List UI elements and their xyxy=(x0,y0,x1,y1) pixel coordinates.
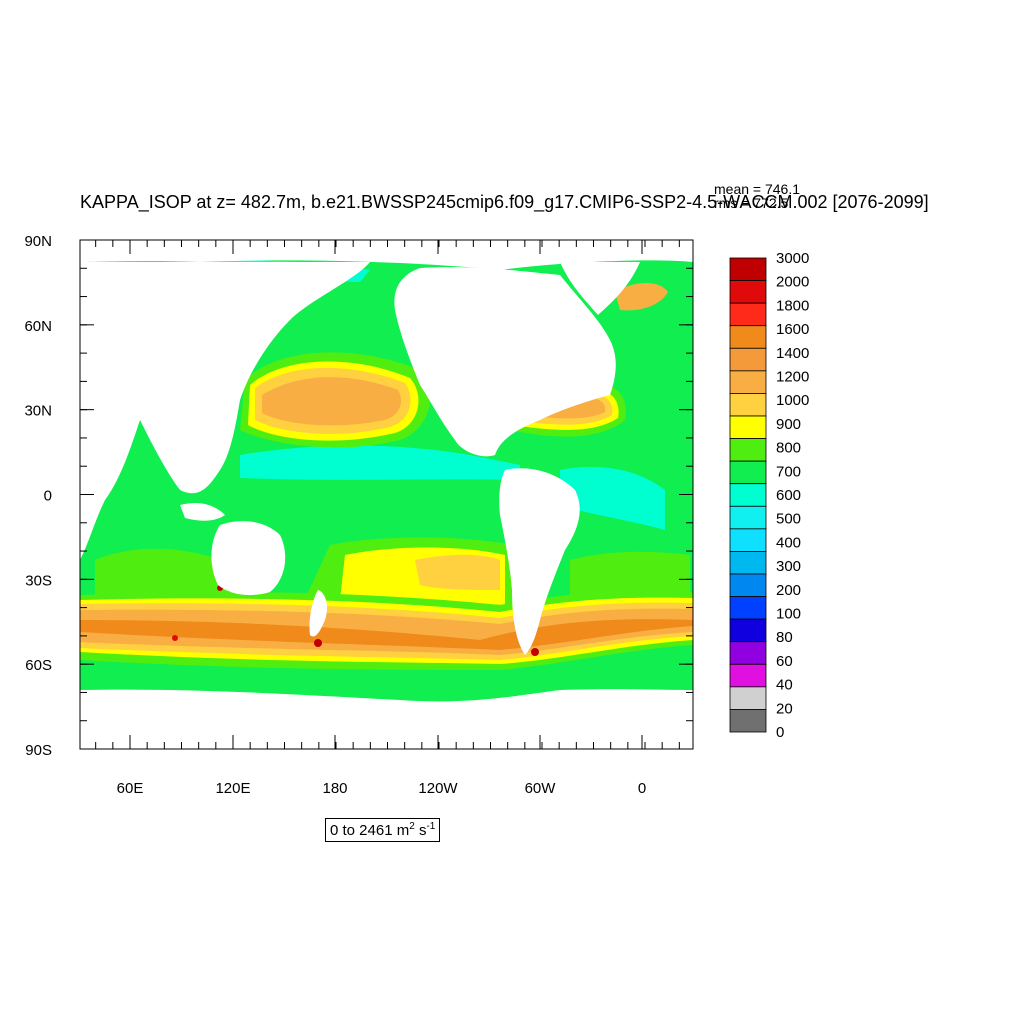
colorbar-label: 3000 xyxy=(776,250,809,267)
colorbar: 3000200018001600140012001000900800700600… xyxy=(729,250,809,741)
colorbar-label: 400 xyxy=(776,534,801,551)
map-field xyxy=(80,240,693,749)
stats-block: mean = 746.1 rms = 772.5 xyxy=(714,182,800,210)
land-new-zealand xyxy=(309,590,328,637)
units-label: 0 to 2461 m2 s-1 xyxy=(325,818,441,842)
colorbar-swatch xyxy=(729,325,767,349)
colorbar-swatch xyxy=(729,573,767,597)
colorbar-label: 0 xyxy=(776,724,784,741)
x-tick-label: 120E xyxy=(215,780,250,797)
colorbar-swatch xyxy=(729,483,767,507)
colorbar-label: 300 xyxy=(776,558,801,575)
colorbar-label: 700 xyxy=(776,463,801,480)
x-tick-label: 120W xyxy=(418,780,458,797)
colorbar-swatch xyxy=(729,460,767,485)
y-tick-label: 90S xyxy=(25,742,52,759)
satl-800 xyxy=(570,551,690,600)
hotspot-tasman xyxy=(314,639,322,647)
colorbar-label: 80 xyxy=(776,629,793,646)
plot-title: KAPPA_ISOP at z= 482.7m, b.e21.BWSSP245c… xyxy=(80,192,929,212)
land-antarctica xyxy=(80,689,693,749)
colorbar-swatch xyxy=(729,393,767,417)
colorbar-label: 600 xyxy=(776,487,801,504)
y-tick-label: 30N xyxy=(24,403,52,420)
spac-1000 xyxy=(415,554,500,590)
sind-800 xyxy=(95,548,230,600)
y-axis: 90N 60N 30N 0 30S 60S 90S xyxy=(24,233,693,759)
land-maritime xyxy=(180,503,225,521)
colorbar-swatch xyxy=(729,663,767,688)
mean-label: mean = 746.1 xyxy=(714,181,801,197)
colorbar-label: 800 xyxy=(776,440,801,457)
hotspot-drake xyxy=(531,648,539,656)
colorbar-label: 1800 xyxy=(776,297,809,314)
x-tick-label: 60W xyxy=(525,780,557,797)
y-tick-label: 0 xyxy=(44,488,52,505)
y-tick-label: 90N xyxy=(24,233,52,250)
colorbar-swatch xyxy=(729,415,767,439)
land-asia xyxy=(80,262,370,560)
so-1400 xyxy=(80,619,693,650)
colorbar-label: 900 xyxy=(776,416,801,433)
colorbar-label: 500 xyxy=(776,511,801,528)
hotspot-indian xyxy=(172,635,178,641)
colorbar-label: 1600 xyxy=(776,321,809,338)
nordic-1200 xyxy=(615,283,668,311)
colorbar-swatch xyxy=(729,257,767,281)
x-tick-label: 180 xyxy=(322,780,347,797)
land-north-america xyxy=(394,267,616,457)
y-tick-label: 60N xyxy=(24,318,52,335)
x-axis: 60E 120E 180 120W 60W 0 xyxy=(95,240,680,797)
colorbar-swatch xyxy=(729,438,767,462)
colorbar-swatch xyxy=(729,302,767,327)
x-tick-label: 0 xyxy=(638,780,646,797)
tropical-pacific-band xyxy=(240,445,520,480)
colorbar-swatch xyxy=(729,505,767,530)
npac-1200 xyxy=(262,377,402,426)
colorbar-swatch xyxy=(729,370,767,394)
colorbar-swatch xyxy=(729,551,767,575)
colorbar-label: 1200 xyxy=(776,369,809,386)
colorbar-label: 1400 xyxy=(776,345,809,362)
colorbar-swatch xyxy=(729,347,767,372)
y-tick-label: 30S xyxy=(25,572,52,589)
land-greenland xyxy=(560,262,640,315)
colorbar-label: 100 xyxy=(776,606,801,623)
colorbar-swatch xyxy=(729,709,767,733)
colorbar-swatch xyxy=(729,528,767,552)
rms-label: rms = 772.5 xyxy=(714,195,789,211)
colorbar-swatch xyxy=(729,280,767,304)
colorbar-swatch xyxy=(729,686,767,710)
colorbar-swatch xyxy=(729,618,767,643)
colorbar-swatch xyxy=(729,596,767,620)
colorbar-label: 20 xyxy=(776,700,793,717)
colorbar-label: 60 xyxy=(776,653,793,670)
y-tick-label: 60S xyxy=(25,657,52,674)
colorbar-label: 200 xyxy=(776,582,801,599)
colorbar-swatch xyxy=(729,641,767,665)
land-australia xyxy=(211,521,286,596)
colorbar-label: 40 xyxy=(776,677,793,694)
colorbar-label: 2000 xyxy=(776,274,809,291)
x-tick-label: 60E xyxy=(117,780,144,797)
land-south-america xyxy=(499,468,580,655)
tropical-atlantic-band xyxy=(560,466,665,530)
colorbar-label: 1000 xyxy=(776,392,809,409)
